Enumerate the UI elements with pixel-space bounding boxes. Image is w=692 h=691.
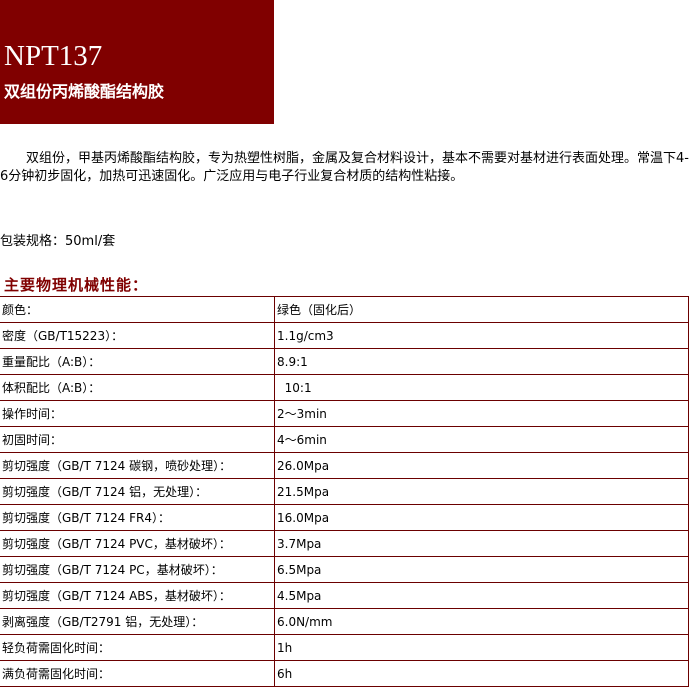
table-row: 剪切强度（GB/T 7124 铝，无处理）： 21.5Mpa: [0, 478, 689, 505]
property-label: 剪切强度（GB/T 7124 ABS，基材破坏）：: [0, 582, 275, 609]
property-label: 剥离强度（GB/T2791 铝，无处理）：: [0, 608, 275, 635]
property-label: 剪切强度（GB/T 7124 PVC，基材破坏）：: [0, 530, 275, 557]
product-banner: NPT137 双组份丙烯酸酯结构胶: [0, 0, 274, 124]
property-value: 4.5Mpa: [274, 582, 689, 609]
property-label: 重量配比（A:B）：: [0, 348, 275, 375]
section-title: 主要物理机械性能：: [4, 276, 149, 294]
property-label: 剪切强度（GB/T 7124 FR4）：: [0, 504, 275, 531]
packaging-spec: 包装规格：50ml/套: [0, 234, 116, 249]
table-row: 初固时间： 4～6min: [0, 426, 689, 453]
table-row: 剪切强度（GB/T 7124 PC，基材破坏）： 6.5Mpa: [0, 556, 689, 583]
table-row: 满负荷需固化时间： 6h: [0, 660, 689, 687]
table-row: 重量配比（A:B）： 8.9:1: [0, 348, 689, 375]
property-label: 颜色：: [0, 296, 275, 323]
property-label: 剪切强度（GB/T 7124 碳钢，喷砂处理）：: [0, 452, 275, 479]
table-row: 剪切强度（GB/T 7124 PVC，基材破坏）： 3.7Mpa: [0, 530, 689, 557]
property-value: 1.1g/cm3: [274, 322, 689, 349]
table-row: 轻负荷需固化时间： 1h: [0, 634, 689, 661]
properties-table: 颜色： 绿色（固化后） 密度（GB/T15223）： 1.1g/cm3 重量配比（A:B…: [0, 296, 689, 687]
table-row: 颜色： 绿色（固化后）: [0, 296, 689, 323]
table-row: 剪切强度（GB/T 7124 FR4）： 16.0Mpa: [0, 504, 689, 531]
property-label: 轻负荷需固化时间：: [0, 634, 275, 661]
property-value: 1h: [274, 634, 689, 661]
property-label: 密度（GB/T15223）：: [0, 322, 275, 349]
table-row: 密度（GB/T15223）： 1.1g/cm3: [0, 322, 689, 349]
property-label: 体积配比（A:B）：: [0, 374, 275, 401]
property-value: 绿色（固化后）: [274, 296, 689, 323]
property-value: 2～3min: [274, 400, 689, 427]
table-row: 操作时间： 2～3min: [0, 400, 689, 427]
property-value: 8.9:1: [274, 348, 689, 375]
property-value: 6.5Mpa: [274, 556, 689, 583]
table-row: 体积配比（A:B）： 10:1: [0, 374, 689, 401]
table-row: 剪切强度（GB/T 7124 碳钢，喷砂处理）： 26.0Mpa: [0, 452, 689, 479]
property-label: 初固时间：: [0, 426, 275, 453]
property-value: 6h: [274, 660, 689, 687]
table-row: 剪切强度（GB/T 7124 ABS，基材破坏）： 4.5Mpa: [0, 582, 689, 609]
property-value: 21.5Mpa: [274, 478, 689, 505]
property-label: 剪切强度（GB/T 7124 PC，基材破坏）：: [0, 556, 275, 583]
property-value: 16.0Mpa: [274, 504, 689, 531]
property-label: 操作时间：: [0, 400, 275, 427]
property-value: 3.7Mpa: [274, 530, 689, 557]
property-value: 10:1: [274, 374, 689, 401]
product-name: 双组份丙烯酸酯结构胶: [4, 82, 165, 101]
property-value: 26.0Mpa: [274, 452, 689, 479]
product-code: NPT137: [4, 40, 103, 72]
property-label: 剪切强度（GB/T 7124 铝，无处理）：: [0, 478, 275, 505]
property-value: 6.0N/mm: [274, 608, 689, 635]
product-description: 双组份，甲基丙烯酸酯结构胶，专为热塑性树脂，金属及复合材料设计，基本不需要对基材…: [0, 151, 689, 184]
property-value: 4～6min: [274, 426, 689, 453]
table-row: 剥离强度（GB/T2791 铝，无处理）： 6.0N/mm: [0, 608, 689, 635]
property-label: 满负荷需固化时间：: [0, 660, 275, 687]
